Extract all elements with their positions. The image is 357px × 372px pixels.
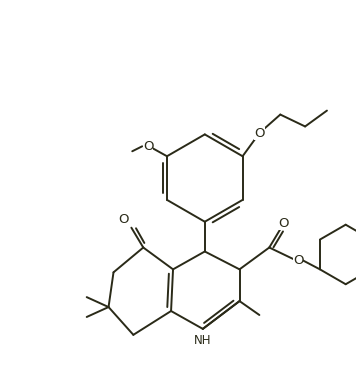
Text: O: O [118,213,129,226]
Text: O: O [143,140,154,153]
Text: NH: NH [194,334,212,347]
Text: O: O [278,217,288,230]
Text: O: O [254,127,265,140]
Text: O: O [293,254,303,267]
